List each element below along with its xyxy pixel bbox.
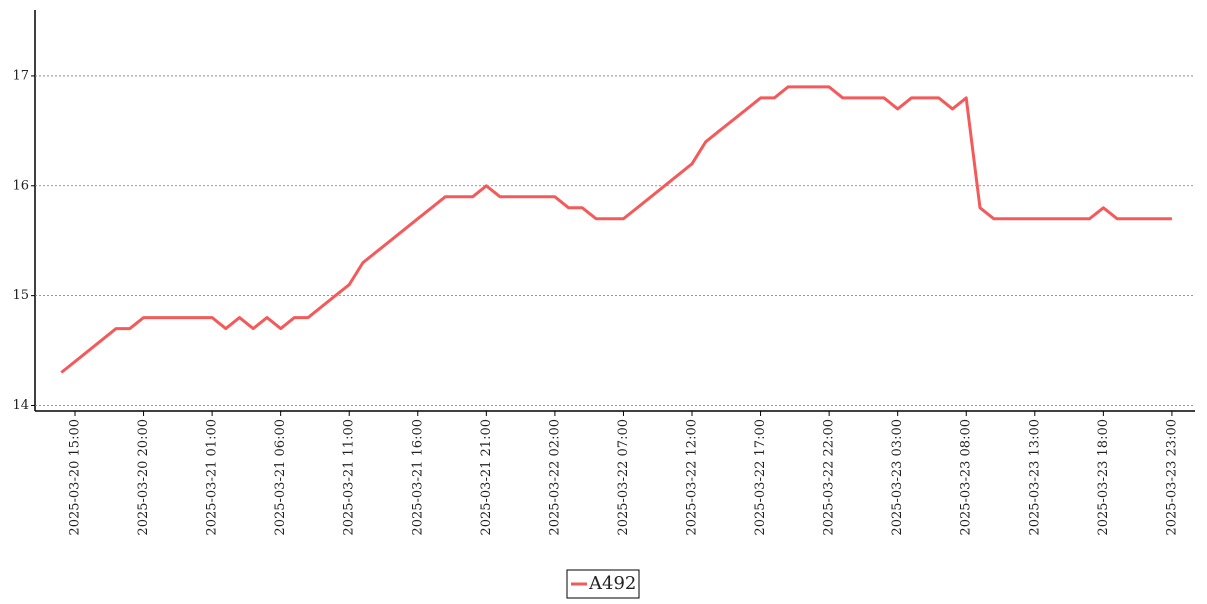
x-tick-label: 2025-03-21 21:00 <box>479 419 494 536</box>
x-tick-label: 2025-03-23 13:00 <box>1027 419 1042 536</box>
x-tick-label: 2025-03-22 02:00 <box>547 419 562 536</box>
x-tick-label: 2025-03-22 22:00 <box>822 419 837 536</box>
x-tick-label: 2025-03-23 03:00 <box>890 419 905 536</box>
legend-label: A492 <box>588 573 636 594</box>
y-tick-label: 15 <box>12 288 29 303</box>
x-tick-label: 2025-03-22 07:00 <box>616 419 631 536</box>
x-tick-label: 2025-03-21 11:00 <box>342 419 357 536</box>
x-tick-label: 2025-03-20 20:00 <box>136 419 151 536</box>
x-tick-label: 2025-03-21 01:00 <box>205 419 220 536</box>
x-tick-label: 2025-03-21 06:00 <box>273 419 288 536</box>
y-tick-label: 14 <box>12 398 29 413</box>
data-line <box>60 85 1172 374</box>
x-tick-label: 2025-03-23 08:00 <box>959 419 974 536</box>
x-tick-label: 2025-03-22 17:00 <box>753 419 768 536</box>
y-tick-label: 17 <box>12 68 29 83</box>
x-tick-label: 2025-03-21 16:00 <box>410 419 425 536</box>
x-tick-label: 2025-03-23 18:00 <box>1096 419 1111 536</box>
x-tick-label: 2025-03-22 12:00 <box>685 419 700 536</box>
x-tick-label: 2025-03-23 23:00 <box>1164 419 1179 536</box>
x-tick-label: 2025-03-20 15:00 <box>67 419 82 536</box>
y-tick-label: 16 <box>12 178 29 193</box>
legend: A492 <box>566 569 640 599</box>
